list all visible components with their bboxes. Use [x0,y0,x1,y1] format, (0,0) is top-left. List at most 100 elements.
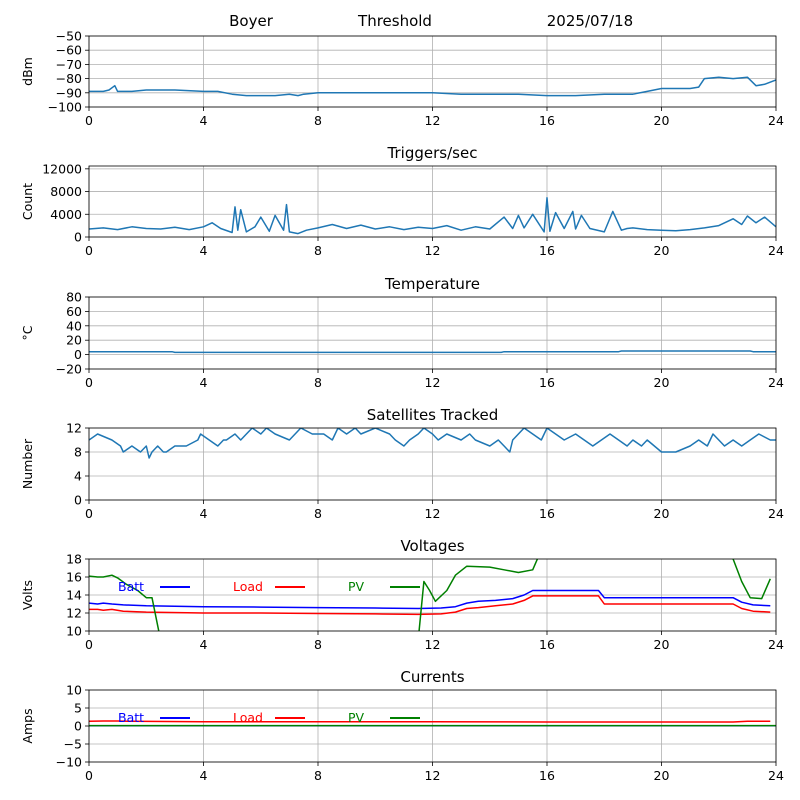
y-tick-label: −50 [56,29,82,44]
y-tick-label: 8 [74,445,82,460]
x-tick-label: 20 [654,506,670,521]
series-group [89,720,776,727]
x-tick-label: 4 [200,768,208,783]
chart-panel-4: 0 4 8 12 16 20 24 0 4 8 12 Satellites Tracked Number [20,406,784,521]
x-tick-label: 24 [768,506,784,521]
y-tick-label: −10 [56,755,82,770]
x-tick-label: 16 [539,243,555,258]
x-tick-label: 8 [314,637,322,652]
x-tick-label: 24 [768,243,784,258]
y-tick-label: 16 [66,570,82,585]
x-tick-label: 4 [200,637,208,652]
x-tick-label: 24 [768,637,784,652]
chart-panel-1: 0 4 8 12 16 20 24 −100−90−80−70−60−50 dBm [20,29,784,129]
legend-label-load: Load [233,710,263,725]
y-tick-label: −80 [56,71,82,86]
series-line-data [89,428,776,459]
x-tick-label: 16 [539,637,555,652]
y-tick-label: 10 [66,683,82,698]
panel-title: Currents [400,668,464,686]
x-tick-label: 8 [314,375,322,390]
x-tick-label: 4 [200,113,208,128]
series-group [89,350,776,354]
chart-panel-2: 0 4 8 12 16 20 24 0 4000 8000 12000 Triggers/sec Cou… [20,144,784,258]
x-tick-label: 8 [314,768,322,783]
y-tick-label: 0 [74,347,82,362]
x-tick-label: 24 [768,768,784,783]
legend-label-load: Load [233,579,263,594]
x-tick-label: 20 [654,243,670,258]
x-tick-label: 16 [539,506,555,521]
y-tick-label: 0 [74,493,82,508]
x-tick-label: 12 [425,243,441,258]
panel-title: Triggers/sec [387,144,478,162]
y-tick-label: 12 [66,421,82,436]
x-tick-label: 16 [539,768,555,783]
chart-panel-6: 0 4 8 12 16 20 24 −10 −5 0 5 10 Currents Amps Batt Load… [20,668,784,783]
series-line-load [89,595,771,616]
x-tick-label: 20 [654,637,670,652]
x-tick-label: 12 [425,768,441,783]
y-tick-label: 4000 [50,207,82,222]
x-tick-label: 0 [85,506,93,521]
x-tick-label: 0 [85,637,93,652]
x-tick-label: 12 [425,375,441,390]
x-tick-label: 4 [200,506,208,521]
y-tick-label: 80 [66,290,82,305]
x-tick-label: 8 [314,243,322,258]
x-tick-label: 20 [654,768,670,783]
y-tick-label: −70 [56,57,82,72]
series-line-batt [89,589,771,610]
y-axis-label: Count [20,183,35,220]
y-tick-label: 4 [74,469,82,484]
series-group [89,197,776,235]
x-tick-label: 8 [314,113,322,128]
x-tick-label: 20 [654,113,670,128]
x-tick-label: 12 [425,637,441,652]
panel-title: Temperature [384,275,480,293]
y-tick-label: 40 [66,318,82,333]
x-tick-label: 12 [425,506,441,521]
legend-label-batt: Batt [118,579,144,594]
y-tick-label: 60 [66,304,82,319]
y-axis-label: Number [20,438,35,489]
x-tick-label: 12 [425,113,441,128]
y-tick-label: 8000 [50,184,82,199]
series-group [89,76,776,97]
x-tick-label: 20 [654,375,670,390]
x-tick-label: 24 [768,113,784,128]
x-tick-label: 24 [768,375,784,390]
series-line-data [89,76,776,97]
series-line-load [89,720,771,723]
x-tick-label: 8 [314,506,322,521]
series-group [89,559,771,631]
x-tick-label: 4 [200,375,208,390]
y-axis-label: °C [20,325,35,340]
y-tick-label: −60 [56,43,82,58]
y-tick-label: 14 [66,588,82,603]
y-tick-label: −5 [64,737,82,752]
y-tick-label: 20 [66,333,82,348]
y-axis-label: Amps [20,708,35,743]
y-tick-label: 10 [66,624,82,639]
x-tick-label: 0 [85,113,93,128]
legend-label-batt: Batt [118,710,144,725]
station-name: Boyer [229,12,274,30]
x-tick-label: 0 [85,243,93,258]
y-axis-label: Volts [20,580,35,610]
panel-title: Voltages [400,537,464,555]
y-tick-label: −100 [48,100,82,115]
y-tick-label: −20 [56,362,82,377]
legend-label-pv: PV [348,710,365,725]
series-line-data [89,350,776,354]
series-line-data [89,197,776,235]
legend-label-pv: PV [348,579,365,594]
y-axis-label: dBm [20,57,35,86]
x-tick-label: 4 [200,243,208,258]
x-tick-label: 16 [539,113,555,128]
panel-title: Satellites Tracked [367,406,498,424]
y-tick-label: 0 [74,230,82,245]
